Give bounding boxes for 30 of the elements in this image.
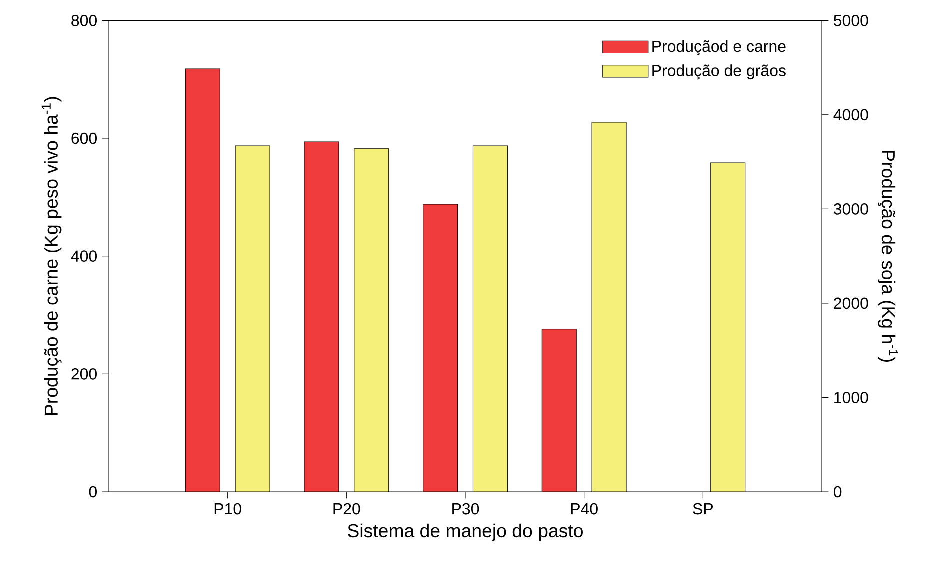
y2-tick-label: 1000 xyxy=(834,392,868,404)
bar xyxy=(423,204,458,492)
y-tick-label: 600 xyxy=(72,132,98,144)
x-tick-label: P40 xyxy=(571,503,598,515)
bar xyxy=(473,146,508,492)
x-tick-label: P10 xyxy=(214,503,242,515)
y2-axis-title: Produção de soja (Kg h$^{-1}$) xyxy=(878,151,898,362)
bar xyxy=(304,142,339,492)
x-tick-label: P20 xyxy=(334,503,360,515)
bar xyxy=(236,146,270,492)
x-axis-title: Sistema de manejo do pasto xyxy=(348,524,583,542)
x-tick-label: SP xyxy=(693,503,713,515)
y-tick-label: 800 xyxy=(72,15,98,26)
y2-tick-label: 5000 xyxy=(834,15,868,26)
y2-tick-label: 0 xyxy=(834,486,842,498)
y2-tick-label: 2000 xyxy=(834,298,868,310)
bar xyxy=(354,148,389,492)
legend-label: Produçãod e carne xyxy=(652,40,786,56)
y-tick-label: 0 xyxy=(89,486,98,498)
y-tick-label: 200 xyxy=(72,368,98,380)
legend-label: Produção de grãos xyxy=(652,64,786,80)
bar xyxy=(186,68,220,492)
y-axis-title: Produção de carne (Kg peso vivo ha$^{-1}$) xyxy=(42,97,62,416)
y-tick-label: 400 xyxy=(71,250,98,262)
y2-tick-label: 4000 xyxy=(834,109,868,121)
x-tick-label: P30 xyxy=(452,503,480,515)
bar xyxy=(710,162,746,492)
bar xyxy=(542,329,577,492)
bar xyxy=(592,122,627,492)
y2-tick-label: 3000 xyxy=(834,204,868,215)
